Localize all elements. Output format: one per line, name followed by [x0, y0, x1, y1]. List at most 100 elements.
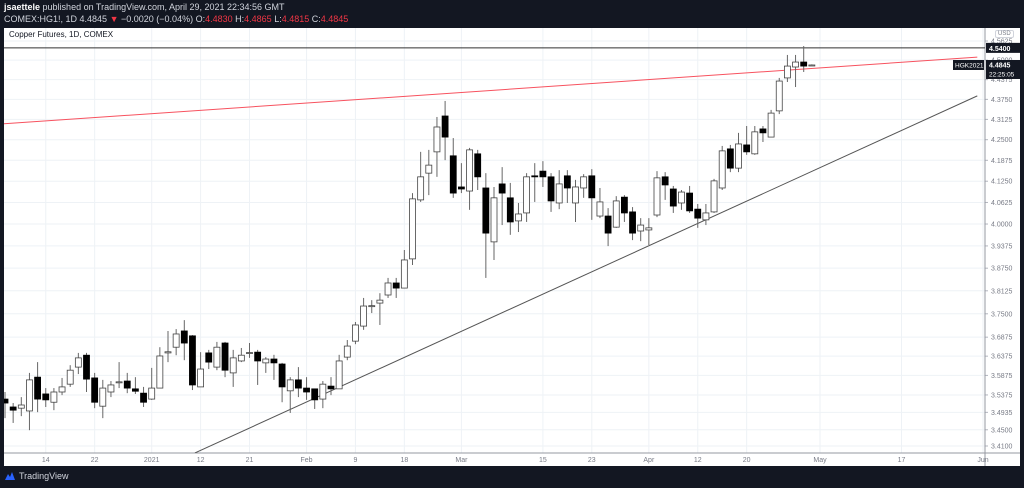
candle-up [400, 259, 408, 289]
candle-up [751, 131, 759, 155]
plot-area [4, 46, 985, 453]
candle-up [808, 64, 816, 67]
y-tick-label: 3.8125 [991, 288, 1013, 295]
x-tick-label: 14 [42, 457, 50, 464]
candle-up [213, 346, 221, 368]
candle-down [9, 406, 17, 411]
candle-up [580, 176, 588, 189]
y-tick-label: 4.0625 [991, 200, 1013, 207]
candle-up [784, 65, 791, 79]
x-tick-label: 17 [898, 457, 906, 464]
candle-up [384, 282, 392, 296]
x-tick-label: 23 [588, 457, 596, 464]
candle-down [588, 175, 596, 199]
candle-up [417, 176, 425, 201]
candle-up [107, 384, 115, 393]
candle-up [637, 224, 645, 232]
x-tick-label: 21 [246, 457, 254, 464]
y-tick-label: 4.3750 [991, 97, 1013, 104]
candle-down [278, 363, 286, 388]
brand-name[interactable]: TradingView [19, 471, 69, 481]
candle-down [621, 196, 628, 214]
candle-down [303, 387, 310, 393]
candle-down [311, 388, 319, 401]
y-tick-label: 4.0000 [991, 222, 1013, 229]
x-tick-label: 9 [353, 457, 357, 464]
horizontal-line-price: 4.5400 [989, 46, 1011, 53]
candle-down [4, 398, 9, 404]
candle-down [498, 183, 506, 194]
symbol-badge [953, 59, 984, 70]
candle-up [17, 404, 25, 409]
y-tick-label: 3.9375 [991, 243, 1013, 250]
publish-text: published on TradingView.com, April 29, … [42, 2, 285, 12]
candle-down [800, 61, 808, 67]
candle-up [653, 177, 661, 216]
candle-up [262, 358, 270, 364]
candle-up [409, 198, 416, 260]
candle-down [42, 393, 50, 401]
x-tick-label: 12 [197, 457, 205, 464]
candle-up [596, 201, 604, 217]
publish-info: jsaettele published on TradingView.com, … [4, 2, 285, 12]
last-price: 4.4845 [79, 14, 108, 24]
y-tick-label: 4.3125 [991, 117, 1013, 124]
tradingview-logo-icon [5, 472, 15, 480]
symbol-legend: COMEX:HG1!, 1D 4.4845 ▼ −0.0020 (−0.04%)… [4, 14, 348, 24]
x-tick-label: 15 [539, 457, 547, 464]
y-tick-label: 3.7500 [991, 311, 1013, 318]
x-tick-label: Mar [455, 457, 468, 464]
candle-down [123, 380, 131, 389]
candle-up [735, 143, 742, 169]
triangle-down-icon: ▼ [109, 14, 119, 24]
candle-down [563, 175, 571, 189]
y-tick-label: 4.1250 [991, 179, 1013, 186]
close-label: C: [311, 14, 321, 24]
high-label: H: [235, 14, 245, 24]
candle-down [547, 176, 555, 202]
candle-up [376, 299, 384, 304]
low-value: 4.4815 [281, 14, 310, 24]
y-tick-label: 3.5375 [991, 392, 1013, 399]
candle-up [710, 180, 718, 213]
candle-down [661, 176, 669, 186]
y-tick-label: 3.4100 [991, 444, 1013, 451]
y-tick-label: 4.2500 [991, 137, 1013, 144]
chart-panel[interactable] [4, 28, 1020, 466]
candle-up [612, 200, 620, 228]
candle-down [686, 192, 693, 212]
author-name[interactable]: jsaettele [4, 2, 41, 12]
candle-up [229, 357, 237, 374]
currency-button[interactable]: USD [995, 30, 1014, 38]
candle-up [319, 383, 327, 400]
price-change: −0.0020 (−0.04%) [121, 14, 194, 24]
x-tick-label: 2021 [144, 457, 160, 464]
candle-up [237, 354, 245, 362]
close-value: 4.4845 [320, 14, 349, 24]
candle-down [294, 379, 302, 389]
candle-up [66, 369, 74, 385]
y-tick-label: 4.1875 [991, 158, 1013, 165]
candle-up [466, 149, 473, 192]
x-tick-label: Jun [977, 457, 988, 464]
y-tick-label: 3.4500 [991, 427, 1013, 434]
candle-up [775, 80, 783, 112]
candle-down [759, 128, 767, 134]
candle-down [189, 335, 196, 386]
candle-down [743, 144, 751, 153]
y-tick-label: 3.8750 [991, 266, 1013, 273]
candle-down [694, 208, 702, 219]
candle-up [156, 355, 164, 389]
y-tick-label: 3.6375 [991, 354, 1013, 361]
last-price-value: 4.4845 [989, 62, 1011, 69]
x-tick-label: 18 [400, 457, 408, 464]
x-tick-label: 12 [694, 457, 702, 464]
candle-down [83, 354, 90, 380]
open-label: O: [195, 14, 206, 24]
candle-down [34, 376, 41, 400]
candle-up [148, 387, 156, 400]
y-tick-label: 3.4935 [991, 410, 1013, 417]
candle-down [270, 358, 278, 364]
candle-down [327, 385, 335, 390]
